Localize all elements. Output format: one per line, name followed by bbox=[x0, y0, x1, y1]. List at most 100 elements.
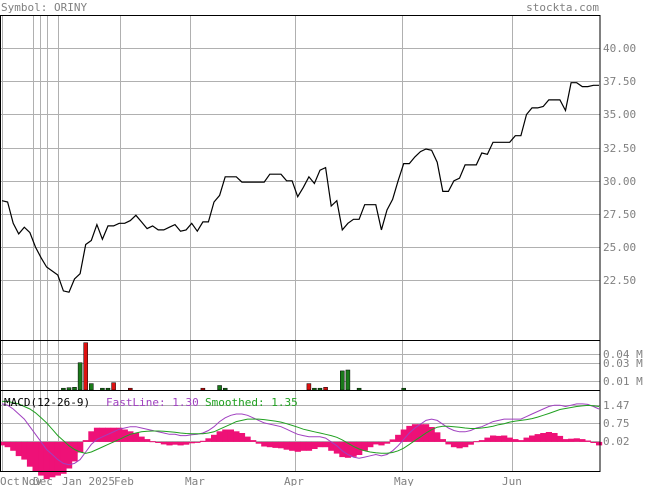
macd-histogram-bar bbox=[462, 441, 469, 448]
macd-tick-label: 0.02 bbox=[603, 435, 630, 448]
macd-histogram-bar bbox=[172, 441, 179, 445]
macd-histogram-bar bbox=[473, 441, 480, 443]
macd-histogram-bar bbox=[132, 433, 140, 442]
macd-histogram-bar bbox=[490, 435, 497, 442]
macd-histogram-bar bbox=[450, 441, 458, 448]
macd-histogram-bar bbox=[495, 435, 502, 442]
x-tick-label: Feb bbox=[114, 475, 134, 486]
x-tick-label: Dec bbox=[33, 475, 53, 486]
macd-histogram-bar bbox=[194, 441, 201, 443]
macd-histogram-bar bbox=[244, 436, 251, 442]
macd-smoothed-line bbox=[2, 400, 600, 454]
macd-histogram-bar bbox=[344, 441, 352, 458]
macd-histogram-bar bbox=[227, 429, 234, 442]
macd-histogram-bar bbox=[88, 431, 95, 442]
macd-histogram-bar bbox=[573, 438, 580, 442]
panel-frame bbox=[0, 390, 601, 472]
macd-histogram-bar bbox=[445, 441, 452, 445]
macd-histogram-bar bbox=[166, 441, 173, 446]
macd-histogram-bar bbox=[596, 441, 603, 446]
volume-bar bbox=[66, 387, 72, 391]
price-tick-label: 30.00 bbox=[603, 175, 636, 188]
volume-bar bbox=[317, 387, 323, 391]
price-tick-label: 37.50 bbox=[603, 75, 636, 88]
macd-histogram-bar bbox=[216, 431, 223, 442]
macd-histogram-bar bbox=[15, 441, 22, 457]
volume-tick-label: 0.04 M bbox=[603, 348, 643, 361]
macd-histogram-bar bbox=[517, 440, 525, 442]
axis-labels: 40.00 37.50 35.00 32.50 30.00 27.50 25.00 22.50… bbox=[0, 42, 643, 486]
macd-histogram-bar bbox=[4, 441, 11, 448]
macd-histogram-bar bbox=[160, 441, 167, 445]
x-tick-label: Jun bbox=[502, 475, 522, 486]
volume-bar bbox=[222, 387, 228, 391]
macd-histogram-bar bbox=[529, 435, 536, 442]
volume-bar bbox=[72, 387, 77, 391]
macd-histogram-bar bbox=[205, 438, 212, 442]
macd-histogram-bar bbox=[484, 437, 491, 442]
macd-histogram-bar bbox=[428, 427, 435, 442]
macd-histogram-bar bbox=[60, 441, 67, 474]
macd-histogram-bar bbox=[138, 436, 145, 442]
macd-histogram-bar bbox=[456, 441, 463, 449]
panel-frame bbox=[0, 340, 601, 391]
macd-histogram-bar bbox=[556, 435, 564, 442]
macd-histogram-bar bbox=[501, 435, 508, 442]
macd-title: MACD(12-26-9) bbox=[4, 396, 90, 409]
macd-histogram-bar bbox=[584, 440, 591, 442]
price-tick-label: 25.00 bbox=[603, 241, 636, 254]
volume-bar bbox=[306, 383, 312, 391]
macd-histogram-bar bbox=[339, 441, 346, 458]
macd-histogram-bar bbox=[367, 441, 374, 448]
macd-histogram-bar bbox=[144, 439, 151, 442]
macd-smoothed-label: Smoothed: 1.35 bbox=[205, 396, 298, 409]
macd-histogram-bar bbox=[93, 427, 101, 442]
macd-histogram-bar bbox=[177, 441, 184, 446]
macd-histogram-bar bbox=[149, 441, 156, 443]
macd-histogram-bar bbox=[311, 441, 318, 449]
panel-frame bbox=[0, 15, 601, 341]
volume-bar bbox=[83, 342, 88, 391]
macd-histogram-bar bbox=[384, 441, 391, 444]
volume-bar bbox=[323, 387, 328, 391]
macd-histogram-bar bbox=[562, 439, 569, 442]
volume-bar bbox=[128, 387, 133, 391]
macd-histogram-bar bbox=[478, 440, 485, 442]
macd-tick-label: 1.47 bbox=[603, 399, 630, 412]
volume-bar bbox=[340, 370, 345, 391]
macd-histogram-bar bbox=[38, 441, 45, 476]
macd-histogram-bar bbox=[317, 441, 324, 448]
macd-histogram-bar bbox=[199, 440, 207, 442]
macd-histogram-bar bbox=[121, 429, 128, 442]
price-tick-label: 35.00 bbox=[603, 108, 636, 121]
price-tick-label: 22.50 bbox=[603, 274, 636, 287]
macd-histogram-bar bbox=[127, 431, 134, 442]
macd-histogram-bar bbox=[54, 441, 61, 476]
macd-histogram-bar bbox=[506, 437, 513, 442]
price-panel bbox=[1, 82, 599, 293]
macd-panel bbox=[0, 400, 603, 480]
macd-histogram-bar bbox=[540, 433, 547, 442]
volume-tick-label: 0.03 M bbox=[603, 357, 643, 370]
macd-histogram-bar bbox=[439, 439, 446, 442]
macd-histogram-bar bbox=[350, 441, 357, 457]
volume-tick-label: 0.01 M bbox=[603, 375, 643, 388]
macd-histogram-bar bbox=[289, 441, 296, 451]
macd-histogram-bar bbox=[222, 429, 229, 442]
macd-histogram-bar bbox=[406, 425, 413, 442]
macd-histogram-bar bbox=[467, 441, 474, 445]
x-tick-label: Mar bbox=[185, 475, 205, 486]
macd-histogram-bar bbox=[266, 441, 273, 448]
macd-histogram-bar bbox=[272, 441, 279, 448]
macd-histogram-bar bbox=[82, 440, 89, 442]
macd-histogram-bar bbox=[43, 441, 50, 480]
macd-histogram-bar bbox=[579, 439, 586, 442]
x-tick-label: Jan 2025 bbox=[62, 475, 115, 486]
price-tick-label: 40.00 bbox=[603, 42, 636, 55]
macd-histogram-bar bbox=[389, 439, 396, 442]
macd-histogram-bar bbox=[26, 441, 34, 467]
macd-histogram-bar bbox=[400, 429, 407, 442]
macd-histogram-bar bbox=[283, 441, 290, 450]
macd-histogram-bar bbox=[238, 433, 246, 442]
